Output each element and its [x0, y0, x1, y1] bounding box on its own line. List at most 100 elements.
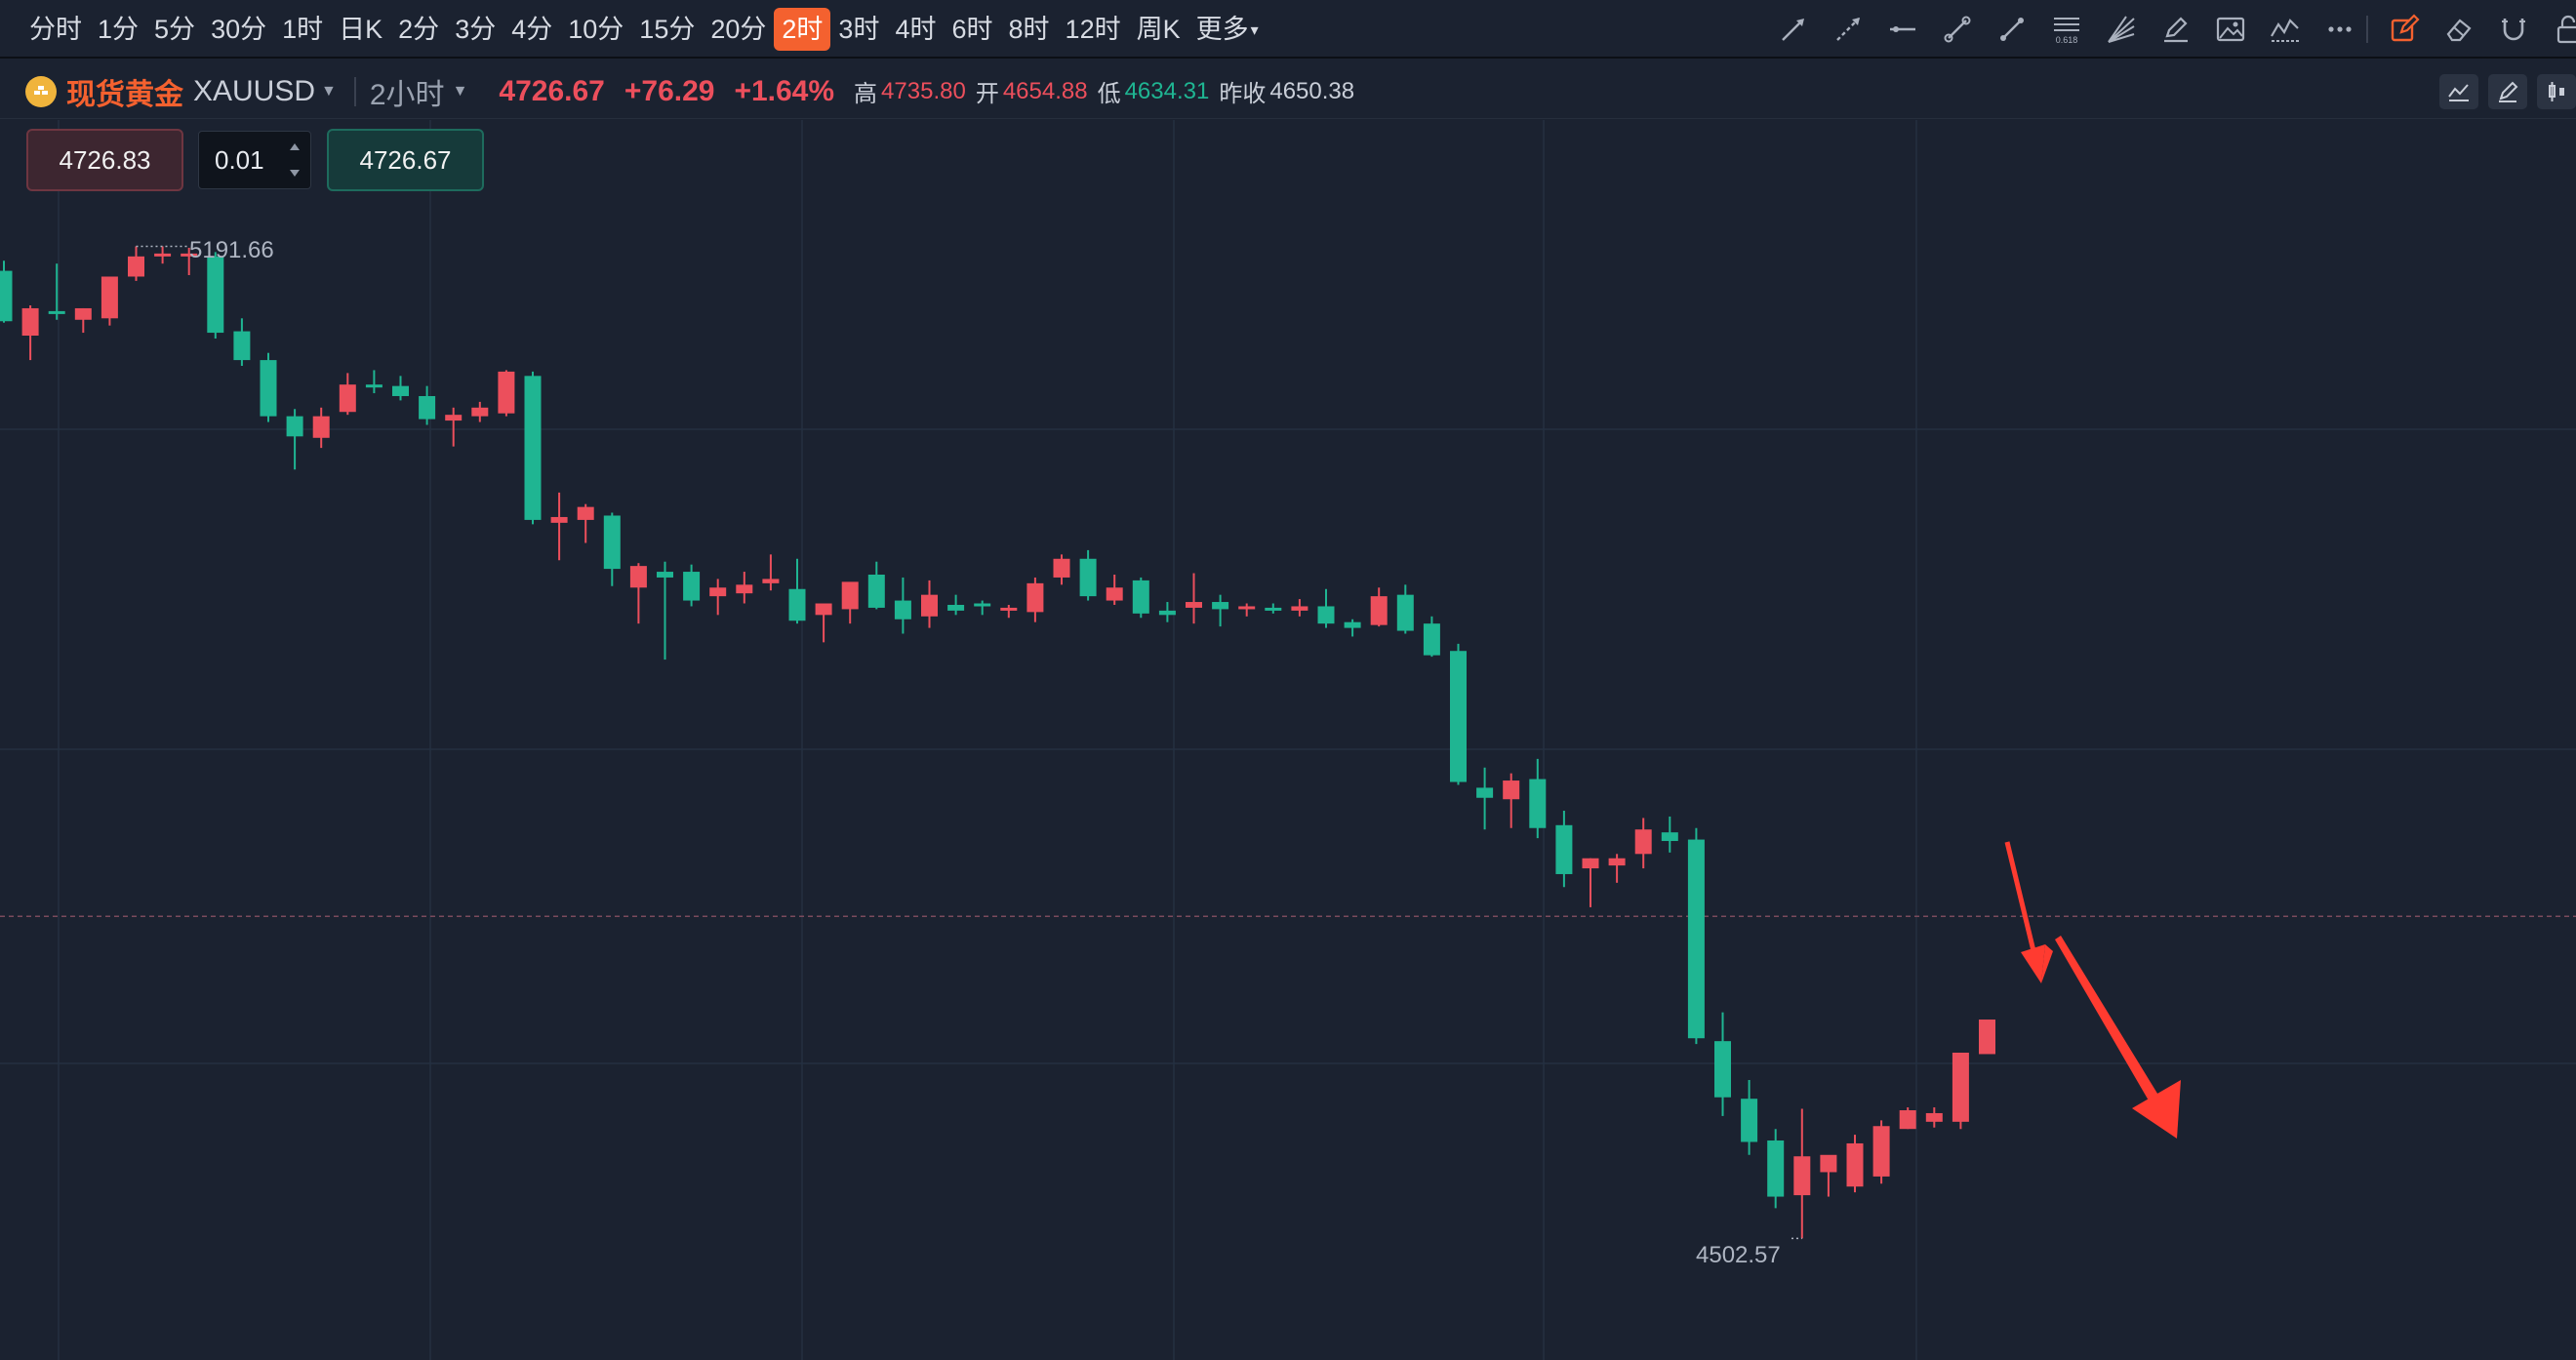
timeframe-tab[interactable]: 8时 [1008, 15, 1050, 44]
candle-body [1370, 596, 1388, 625]
candle-body [1158, 610, 1176, 616]
candle-body [1767, 1140, 1785, 1197]
decrement-arrow-icon[interactable] [285, 163, 304, 182]
trend-line-icon[interactable] [1991, 8, 2033, 51]
high-label: 高 [854, 81, 878, 107]
candle-body [683, 572, 701, 601]
timeframe-tab[interactable]: 日K [339, 15, 383, 44]
candle-body [101, 276, 118, 319]
more-icon[interactable] [2318, 8, 2361, 51]
image-icon[interactable] [2209, 8, 2252, 51]
timeframe-tab[interactable]: 3分 [455, 15, 497, 44]
high-value: 4735.80 [881, 77, 966, 104]
candle-body [709, 587, 727, 597]
magnet-icon[interactable] [2492, 8, 2535, 51]
timeframe-tab[interactable]: 30分 [211, 15, 267, 44]
candlestick-chart[interactable]: 5191.66 4502.57 [0, 120, 2576, 1360]
wave-icon[interactable] [2264, 8, 2307, 51]
candle-body [286, 416, 303, 437]
ray-line-icon[interactable] [1772, 8, 1815, 51]
timeframe-tab[interactable]: 周K [1136, 15, 1181, 44]
edit-icon[interactable] [2383, 8, 2426, 51]
timeframe-tab[interactable]: 4时 [895, 15, 937, 44]
segment-icon[interactable] [1936, 8, 1979, 51]
period-selector[interactable]: 2小时 [369, 78, 445, 111]
more-dropdown-icon[interactable]: ▾ [1250, 21, 1259, 39]
symbol-code[interactable]: XAUUSD [193, 74, 316, 107]
open-label: 开 [975, 81, 999, 107]
candle-body [471, 407, 489, 417]
timeframe-tab[interactable]: 1时 [282, 15, 324, 44]
timeframe-tab[interactable]: 20分 [710, 15, 767, 44]
candle-body [1000, 607, 1018, 611]
candle-body [1634, 829, 1652, 855]
candle-body [1872, 1126, 1890, 1177]
buy-button[interactable]: 4726.67 [327, 129, 484, 191]
candle-body [419, 395, 436, 420]
candle-body [894, 600, 911, 620]
candle-body [339, 384, 356, 413]
timeframe-tab[interactable]: 4分 [511, 15, 553, 44]
candle-body [1952, 1052, 1969, 1122]
timeframe-tab[interactable]: 分时 [29, 15, 82, 44]
price-change-percent: +1.64% [734, 74, 835, 107]
candle-body [392, 385, 409, 396]
sell-button[interactable]: 4726.83 [26, 129, 183, 191]
candle-body [524, 376, 542, 520]
timeframe-tab[interactable]: 10分 [568, 15, 624, 44]
candle-body [550, 516, 568, 523]
candle-body [947, 604, 965, 611]
timeframe-tab[interactable]: 15分 [639, 15, 696, 44]
extended-line-icon[interactable] [1827, 8, 1870, 51]
fan-icon[interactable] [2100, 8, 2143, 51]
brush-icon[interactable] [2154, 8, 2197, 51]
symbol-dropdown-icon[interactable]: ▼ [321, 82, 337, 100]
increment-arrow-icon[interactable] [285, 138, 304, 157]
timeframe-list: 分时 1分 5分 30分 1时 日K 2分 3分 4分 10分 15分 20分 2时 3时 4时 6时 8时 12… [21, 6, 1267, 53]
fibonacci-icon[interactable]: 0.618 [2045, 8, 2088, 51]
timeframe-tab[interactable]: 1分 [98, 15, 140, 44]
candle-body [1344, 621, 1361, 628]
timeframe-tab[interactable]: 12时 [1065, 15, 1121, 44]
horizontal-line-icon[interactable] [1881, 8, 1924, 51]
quantity-stepper[interactable]: 0.01 [198, 131, 311, 189]
timeframe-tab[interactable]: 5分 [154, 15, 196, 44]
candle-body [312, 416, 330, 438]
candle-body [657, 572, 673, 578]
period-dropdown-icon[interactable]: ▼ [452, 82, 468, 100]
indicator-icon[interactable] [2439, 74, 2478, 109]
candle-body [1529, 779, 1547, 828]
candle-body [1079, 558, 1097, 597]
candle-body [154, 253, 172, 257]
timeframe-tab[interactable]: 更多 ▾ [1195, 15, 1259, 44]
candle-body [736, 584, 753, 594]
timeframe-tab[interactable]: 2时 [774, 8, 831, 51]
candle-body [1741, 1099, 1758, 1142]
candle-body [1106, 587, 1123, 601]
chart-canvas[interactable] [0, 120, 2576, 1360]
annotation-arrow-down-shaft [2055, 936, 2162, 1107]
toolbar-divider [2366, 16, 2368, 43]
quantity-value[interactable]: 0.01 [215, 145, 264, 175]
gold-coin-icon [25, 75, 57, 107]
candle-body [1053, 558, 1070, 578]
candle-body [1979, 1020, 1995, 1055]
candle-body [260, 360, 277, 417]
candle-body [1212, 602, 1229, 610]
candle-style-icon[interactable] [2537, 74, 2576, 109]
last-price: 4726.67 [499, 74, 605, 107]
candle-body [48, 310, 65, 314]
timeframe-tab[interactable]: 6时 [951, 15, 993, 44]
candle-body [365, 384, 382, 388]
lock-icon[interactable] [2547, 8, 2576, 51]
candle-body [498, 371, 515, 414]
draw-pen-icon[interactable] [2488, 74, 2527, 109]
timeframe-tab[interactable]: 3时 [838, 15, 880, 44]
symbol-name[interactable]: 现货黄金 [66, 78, 183, 111]
low-marker-label: 4502.57 [1696, 1242, 1781, 1268]
eraser-icon[interactable] [2437, 8, 2480, 51]
annotation-arrow-up-shaft [2004, 841, 2038, 960]
timeframe-tab[interactable]: 2分 [398, 15, 440, 44]
candle-body [1846, 1142, 1864, 1187]
